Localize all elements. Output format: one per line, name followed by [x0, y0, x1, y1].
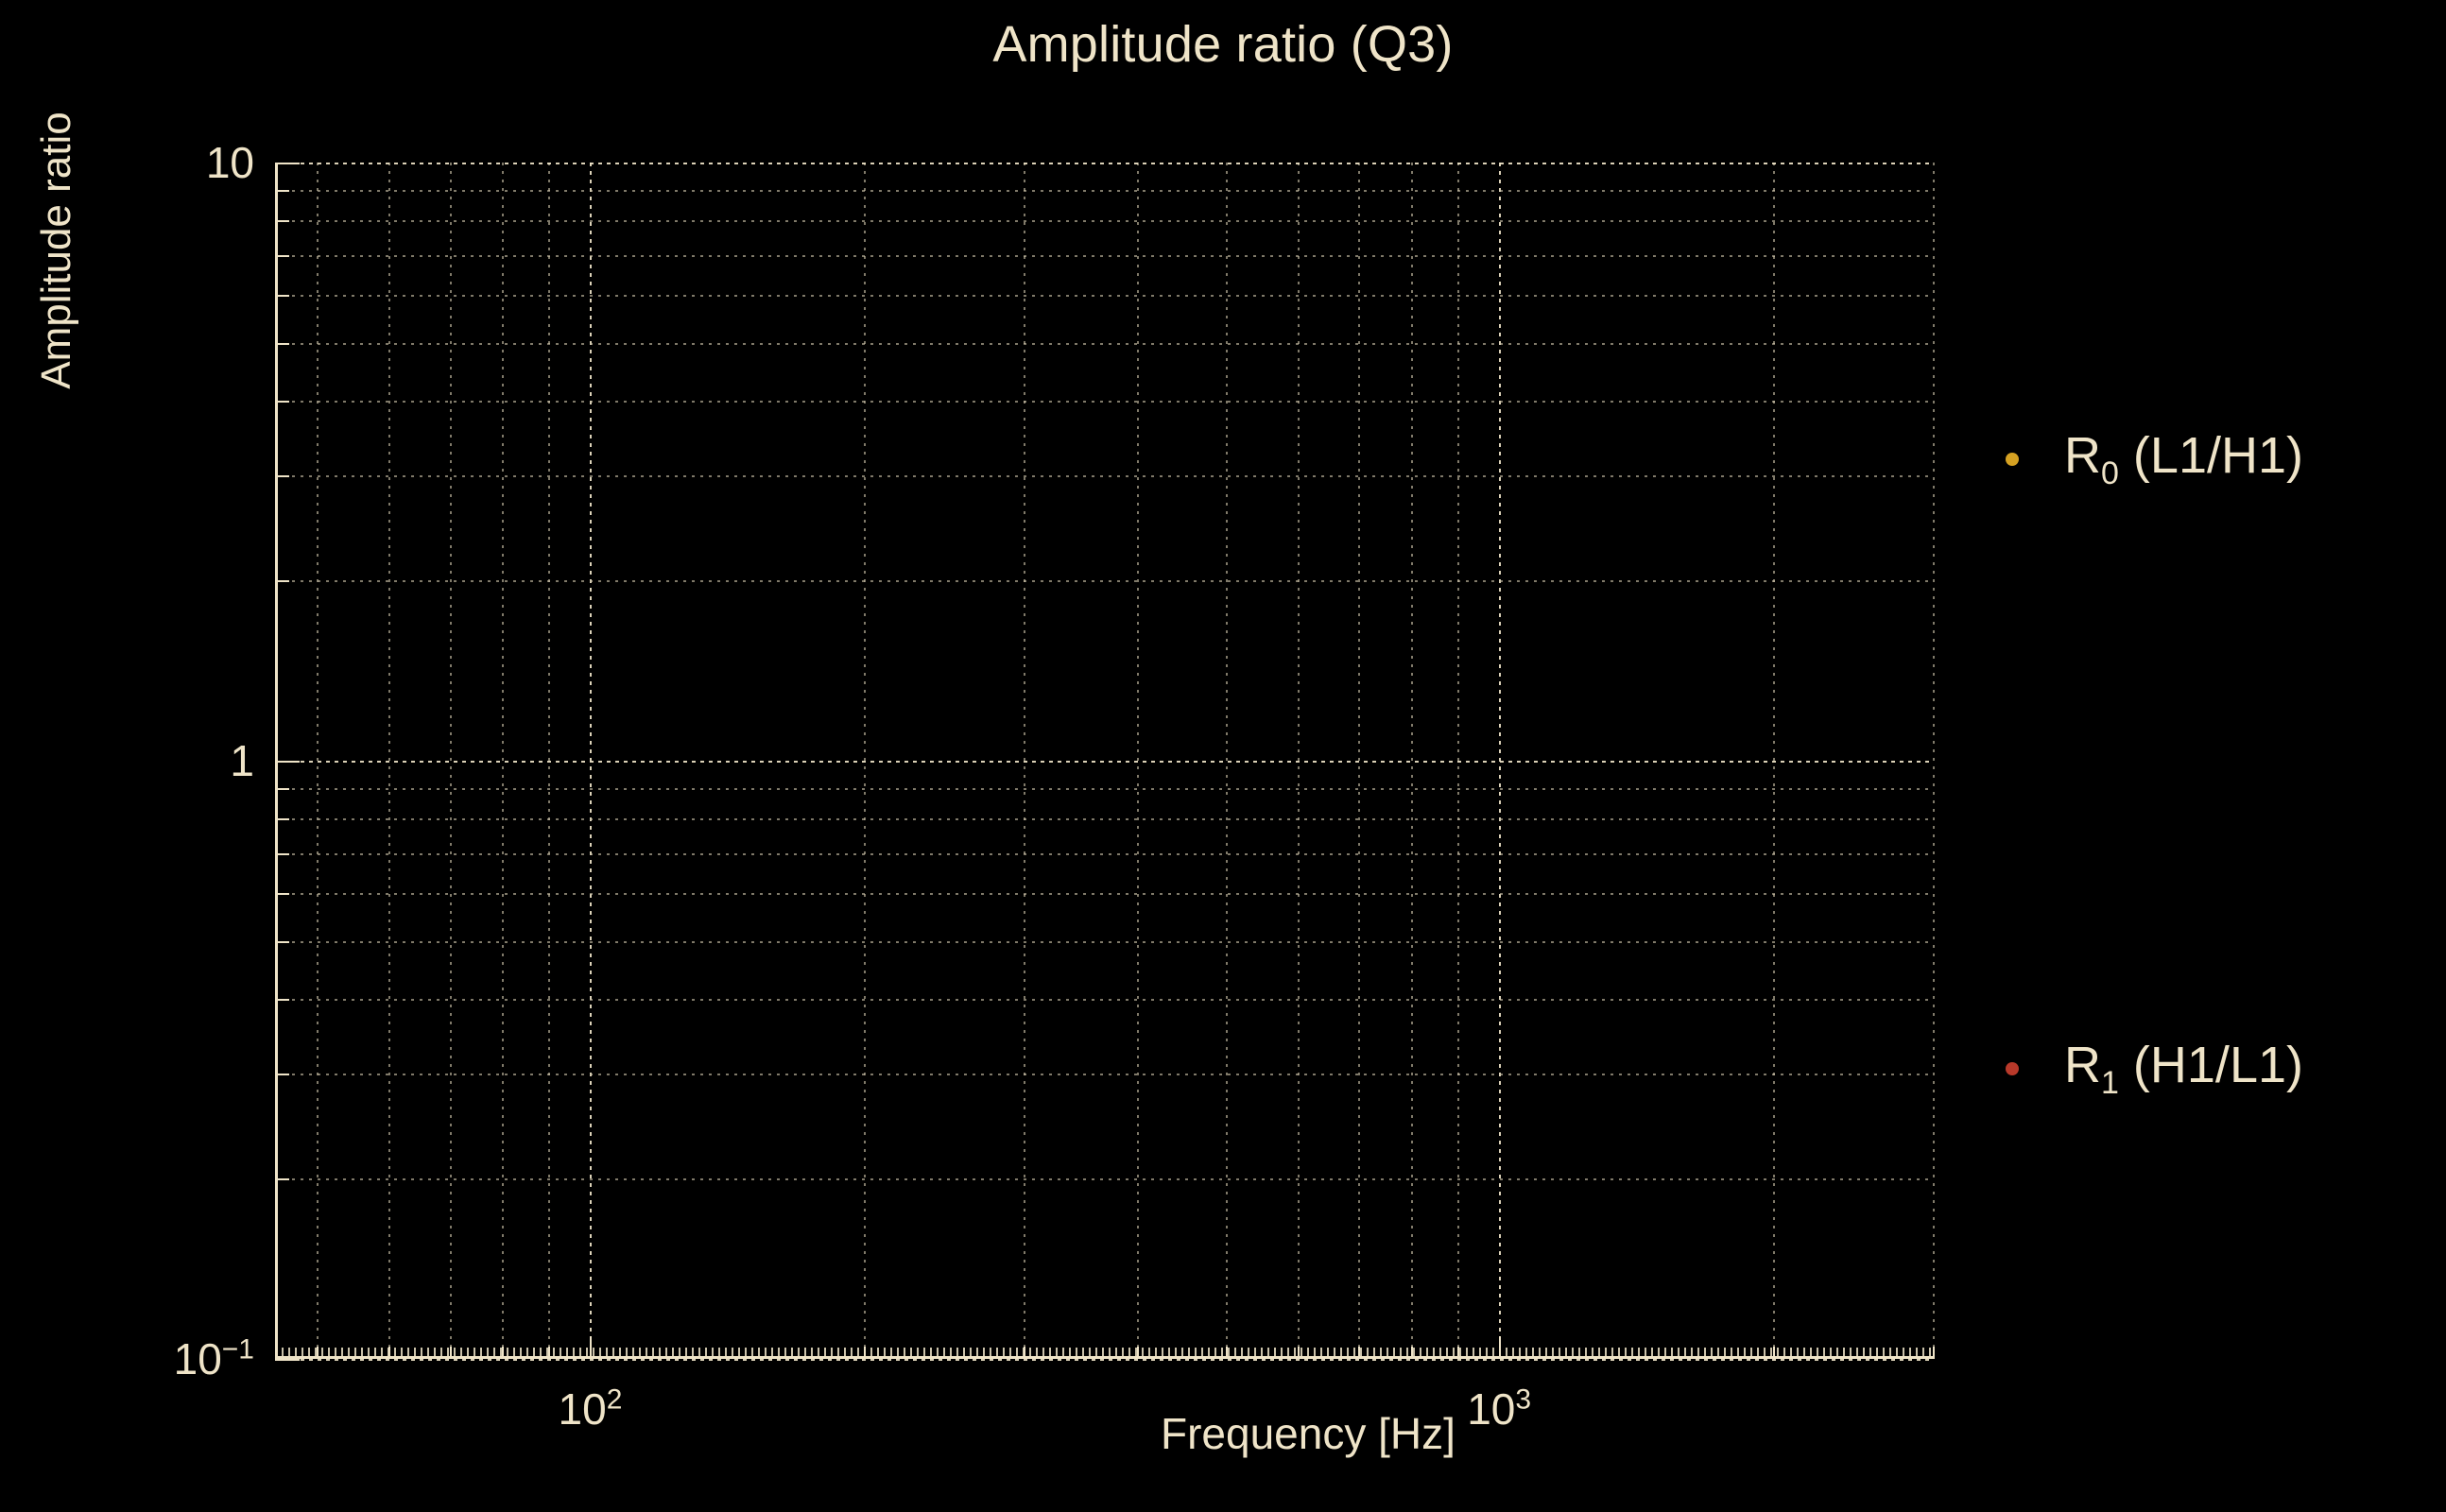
x-tick-minor [502, 1347, 505, 1359]
x-tick-minor [1137, 1347, 1140, 1359]
x-tick-minor [1410, 1347, 1413, 1359]
y-axis-title: Amplitude ratio [33, 112, 79, 389]
y-tick-minor [275, 580, 289, 583]
y-gridline-minor [275, 853, 1933, 856]
y-gridline-minor [275, 220, 1933, 223]
y-tick-minor [275, 998, 289, 1001]
y-tick-minor [275, 893, 289, 896]
y-gridline-minor [275, 998, 1933, 1001]
x-tick-minor [1297, 1347, 1300, 1359]
x-tick-minor [1772, 1347, 1775, 1359]
legend-label-r0: R0 (L1/H1) [2064, 427, 2303, 491]
y-tick-minor [275, 295, 289, 298]
y-tick-minor [275, 853, 289, 856]
y-gridline-major [275, 1359, 1933, 1361]
y-tick-minor [275, 474, 289, 477]
x-tick-label: 102 [558, 1383, 623, 1434]
legend-entry-r1[interactable]: R1 (H1/L1) [2006, 1040, 2303, 1099]
x-tick-minor [1024, 1347, 1026, 1359]
y-tick-label: 10 [205, 138, 254, 187]
y-gridline-major [275, 761, 1933, 763]
x-gridline-minor [1933, 163, 1935, 1359]
x-tick-minor [1933, 1347, 1935, 1359]
x-tick-minor [1358, 1347, 1361, 1359]
y-gridline-minor [275, 342, 1933, 345]
x-tick-major [590, 1336, 593, 1359]
y-tick-minor [275, 818, 289, 821]
x-axis-micro-ticks [275, 1348, 1933, 1356]
y-gridline-minor [275, 818, 1933, 821]
x-tick-major [1499, 1336, 1502, 1359]
y-tick-minor [275, 1178, 289, 1181]
y-gridline-minor [275, 255, 1933, 258]
y-tick-major [275, 1359, 300, 1361]
y-gridline-minor [275, 1178, 1933, 1181]
x-axis-spine [275, 1356, 1933, 1359]
y-tick-major [275, 163, 300, 164]
x-tick-label: 103 [1467, 1383, 1532, 1434]
y-tick-minor [275, 400, 289, 403]
legend-marker-r1 [2006, 1062, 2019, 1076]
x-tick-minor [317, 1347, 319, 1359]
y-gridline-minor [275, 580, 1933, 583]
chart-title: Amplitude ratio (Q3) [992, 16, 1454, 73]
y-gridline-major [275, 163, 1933, 164]
x-tick-minor [863, 1347, 866, 1359]
y-tick-major [275, 761, 300, 763]
y-gridline-minor [275, 189, 1933, 192]
y-tick-minor [275, 1073, 289, 1075]
x-tick-minor [1225, 1347, 1228, 1359]
y-gridline-minor [275, 893, 1933, 896]
legend-marker-r0 [2006, 453, 2019, 467]
x-tick-minor [1457, 1347, 1460, 1359]
y-gridline-minor [275, 400, 1933, 403]
y-tick-minor [275, 787, 289, 790]
y-tick-minor [275, 255, 289, 258]
y-gridline-minor [275, 295, 1933, 298]
y-gridline-minor [275, 1073, 1933, 1075]
y-gridline-minor [275, 787, 1933, 790]
y-tick-minor [275, 189, 289, 192]
x-axis-title: Frequency [Hz] [1161, 1409, 1456, 1458]
y-tick-minor [275, 342, 289, 345]
x-tick-minor [548, 1347, 551, 1359]
y-gridline-minor [275, 940, 1933, 943]
plot-area [275, 163, 1935, 1361]
y-tick-minor [275, 940, 289, 943]
y-tick-minor [275, 220, 289, 223]
y-tick-label: 10−1 [173, 1333, 254, 1383]
legend: R0 (L1/H1) R1 (H1/L1) [2006, 0, 2440, 1512]
y-gridline-minor [275, 474, 1933, 477]
x-tick-minor [449, 1347, 452, 1359]
legend-label-r1: R1 (H1/L1) [2064, 1037, 2303, 1101]
y-tick-label: 1 [230, 736, 254, 785]
x-tick-minor [388, 1347, 391, 1359]
legend-entry-r0[interactable]: R0 (L1/H1) [2006, 430, 2303, 490]
